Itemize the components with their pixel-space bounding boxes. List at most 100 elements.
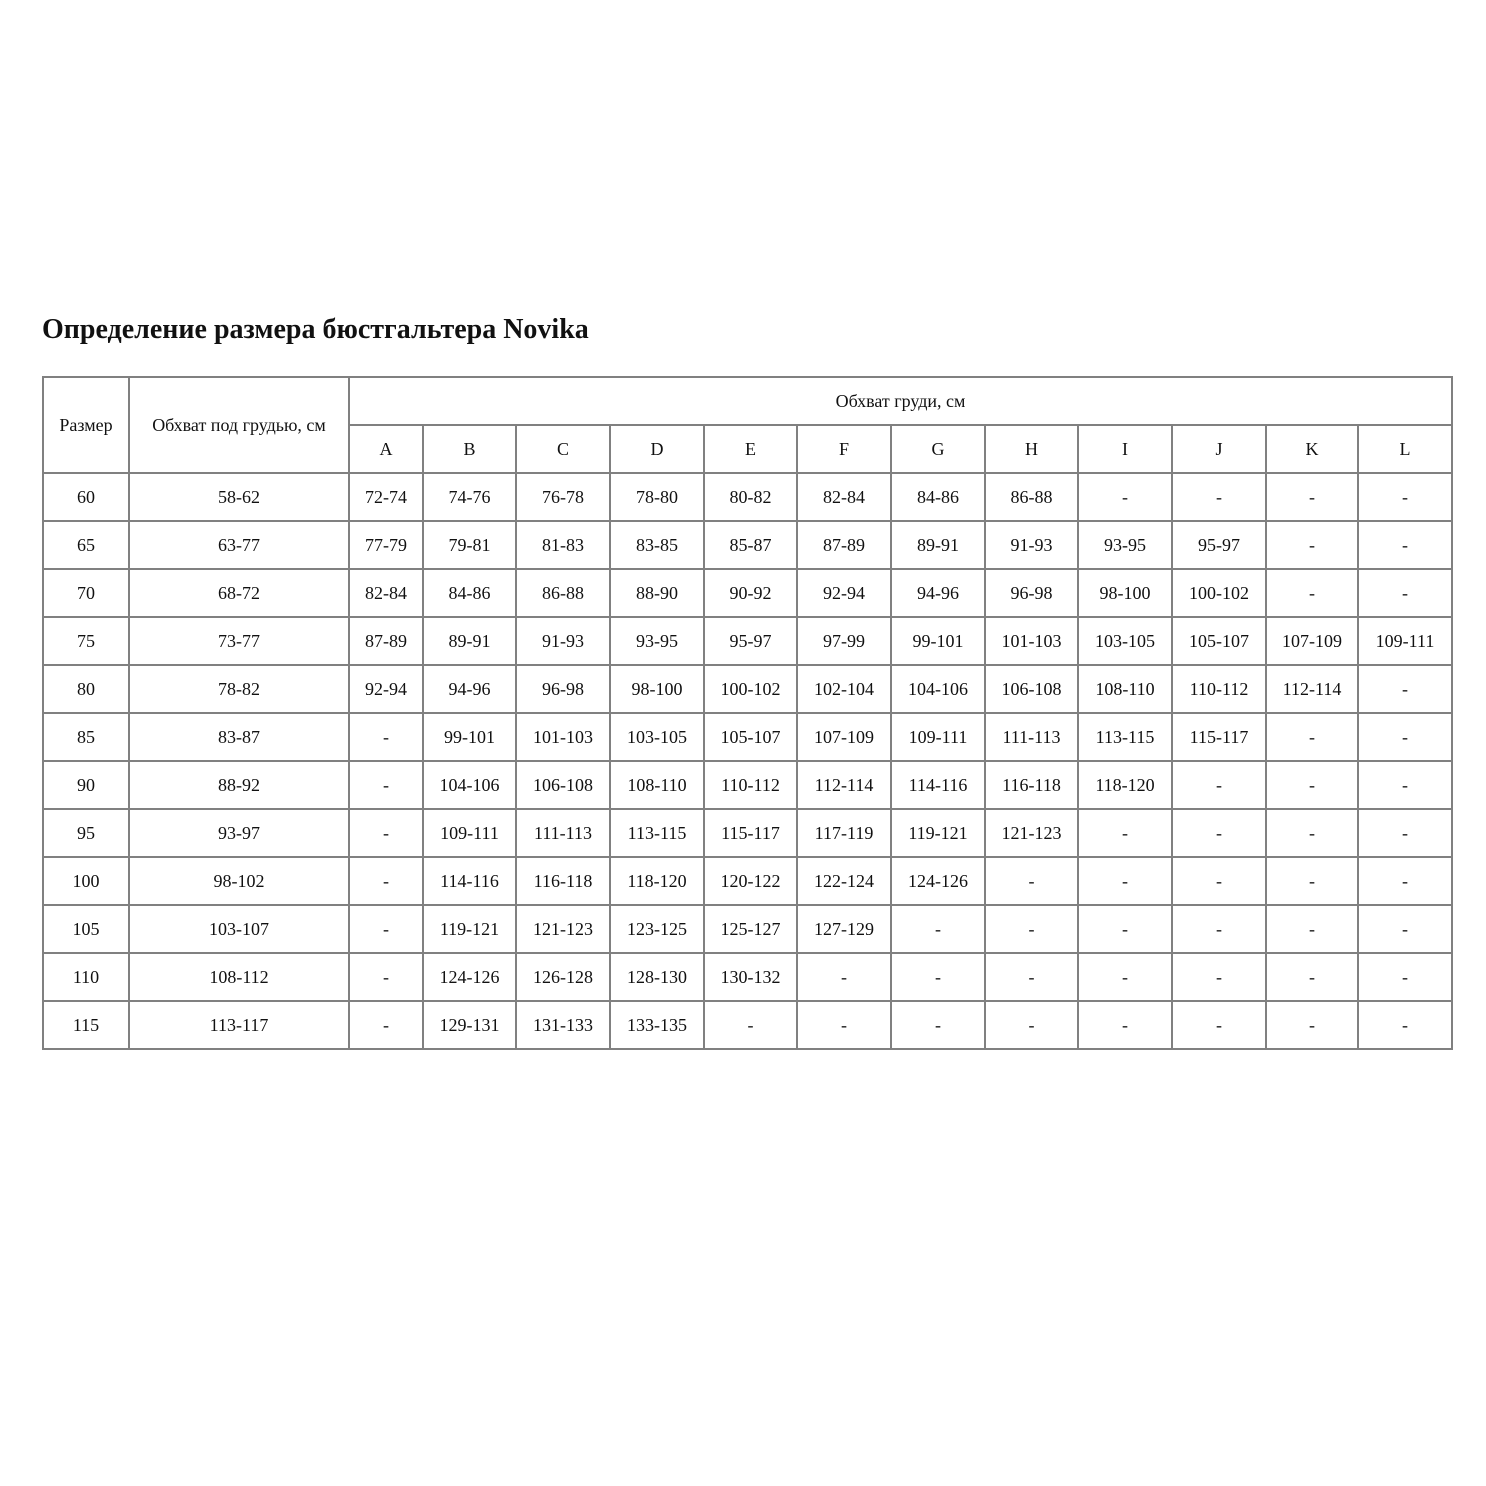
- cell-bust: 82-84: [348, 568, 424, 618]
- cell-bust: 98-100: [1077, 568, 1173, 618]
- table-row: 115 113-117-129-131 131-133 133-135- - - - - - - -: [42, 1000, 1453, 1050]
- cell-bust: 96-98: [515, 664, 611, 714]
- cell-size: 90: [42, 760, 130, 810]
- cell-bust: 110-112: [1171, 664, 1267, 714]
- cell-bust: -: [890, 904, 986, 954]
- cell-bust: -: [984, 952, 1079, 1002]
- header-cup: K: [1265, 424, 1359, 474]
- cell-bust: 116-118: [984, 760, 1079, 810]
- cell-underbust: 73-77: [128, 616, 350, 666]
- cell-bust: 103-105: [609, 712, 705, 762]
- cell-bust: 127-129: [796, 904, 892, 954]
- cell-bust: 107-109: [1265, 616, 1359, 666]
- cell-bust: -: [1357, 760, 1453, 810]
- header-bust: Обхват груди, см: [348, 376, 1453, 426]
- header-cup: L: [1357, 424, 1453, 474]
- cell-bust: 129-131: [422, 1000, 517, 1050]
- cell-bust: 87-89: [348, 616, 424, 666]
- cell-bust: 130-132: [703, 952, 798, 1002]
- table-row: 70 68-72 82-84 84-86 86-88 88-90 90-92 92-94 94-…: [42, 568, 1453, 618]
- cell-bust: 100-102: [703, 664, 798, 714]
- cell-bust: -: [1265, 712, 1359, 762]
- table-row: 90 88-92-104-106 106-108 108-110 110-112 112-…: [42, 760, 1453, 810]
- cell-bust: 74-76: [422, 472, 517, 522]
- cell-bust: -: [703, 1000, 798, 1050]
- cell-bust: 104-106: [422, 760, 517, 810]
- cell-bust: -: [1171, 808, 1267, 858]
- cell-bust: 93-95: [609, 616, 705, 666]
- cell-bust: -: [1265, 568, 1359, 618]
- cell-bust: 78-80: [609, 472, 705, 522]
- cell-bust: -: [890, 1000, 986, 1050]
- cell-bust: -: [1077, 1000, 1173, 1050]
- cell-bust: 95-97: [1171, 520, 1267, 570]
- table-row: 110 108-112-124-126 126-128 128-130 130-132-…: [42, 952, 1453, 1002]
- table-row: 65 63-77 77-79 79-81 81-83 83-85 85-87 87-89 89-…: [42, 520, 1453, 570]
- cell-bust: 114-116: [890, 760, 986, 810]
- cell-bust: -: [1077, 904, 1173, 954]
- cell-size: 110: [42, 952, 130, 1002]
- cell-size: 100: [42, 856, 130, 906]
- cell-bust: -: [1077, 952, 1173, 1002]
- header-cup: E: [703, 424, 798, 474]
- cell-bust: 120-122: [703, 856, 798, 906]
- cell-bust: 92-94: [348, 664, 424, 714]
- cell-bust: -: [348, 952, 424, 1002]
- cell-underbust: 63-77: [128, 520, 350, 570]
- cell-bust: -: [348, 808, 424, 858]
- cell-bust: -: [984, 1000, 1079, 1050]
- cell-bust: -: [1171, 904, 1267, 954]
- cell-bust: 106-108: [515, 760, 611, 810]
- cell-bust: -: [1357, 472, 1453, 522]
- header-cup: F: [796, 424, 892, 474]
- header-row: Размер Обхват под грудью, см Обхват груд…: [42, 376, 1453, 474]
- cell-bust: 118-120: [609, 856, 705, 906]
- cell-bust: -: [1357, 952, 1453, 1002]
- cell-bust: 89-91: [890, 520, 986, 570]
- cell-bust: -: [1265, 856, 1359, 906]
- cell-bust: 123-125: [609, 904, 705, 954]
- cell-bust: 117-119: [796, 808, 892, 858]
- cell-bust: -: [1357, 808, 1453, 858]
- cell-bust: 108-110: [609, 760, 705, 810]
- cell-size: 60: [42, 472, 130, 522]
- cell-bust: -: [1171, 856, 1267, 906]
- cell-bust: 103-105: [1077, 616, 1173, 666]
- cell-underbust: 88-92: [128, 760, 350, 810]
- cell-bust: 87-89: [796, 520, 892, 570]
- cell-bust: 121-123: [984, 808, 1079, 858]
- cell-bust: -: [1077, 856, 1173, 906]
- cell-bust: 110-112: [703, 760, 798, 810]
- cell-bust: 124-126: [422, 952, 517, 1002]
- cell-size: 105: [42, 904, 130, 954]
- cell-bust: 89-91: [422, 616, 517, 666]
- cell-bust: -: [1265, 760, 1359, 810]
- cell-bust: 94-96: [890, 568, 986, 618]
- cell-bust: 113-115: [609, 808, 705, 858]
- cell-bust: 125-127: [703, 904, 798, 954]
- cell-bust: 81-83: [515, 520, 611, 570]
- cell-bust: 92-94: [796, 568, 892, 618]
- cell-size: 75: [42, 616, 130, 666]
- size-table: Размер Обхват под грудью, см Обхват груд…: [42, 376, 1453, 1050]
- cell-bust: 98-100: [609, 664, 705, 714]
- header-cup: C: [515, 424, 611, 474]
- cell-bust: -: [1171, 1000, 1267, 1050]
- cell-bust: -: [1357, 664, 1453, 714]
- header-cup: A: [348, 424, 424, 474]
- cell-underbust: 58-62: [128, 472, 350, 522]
- cell-bust: -: [1357, 904, 1453, 954]
- cell-bust: 112-114: [1265, 664, 1359, 714]
- cell-bust: -: [348, 904, 424, 954]
- cell-size: 95: [42, 808, 130, 858]
- cell-underbust: 103-107: [128, 904, 350, 954]
- cell-bust: 105-107: [1171, 616, 1267, 666]
- cell-bust: -: [796, 1000, 892, 1050]
- cell-bust: -: [1265, 808, 1359, 858]
- cell-bust: 109-111: [422, 808, 517, 858]
- cell-bust: 100-102: [1171, 568, 1267, 618]
- cell-bust: -: [1171, 952, 1267, 1002]
- cell-size: 70: [42, 568, 130, 618]
- cell-bust: 115-117: [703, 808, 798, 858]
